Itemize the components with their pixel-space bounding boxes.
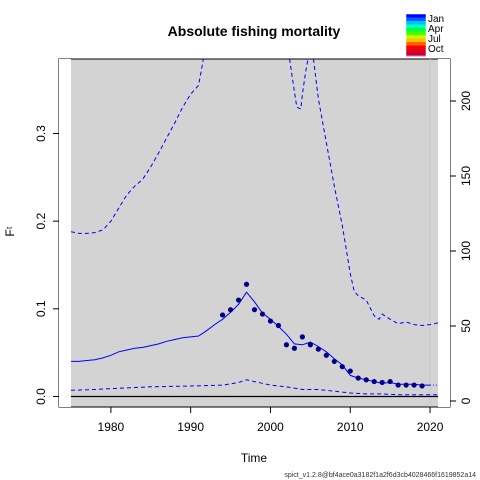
- observation-point: [379, 379, 385, 386]
- y-tick-label-group: 0.0: [34, 388, 48, 405]
- x-tick-label: 2020: [417, 420, 444, 434]
- x-axis-label: Time: [241, 451, 268, 465]
- x-tick-label: 1990: [177, 420, 204, 434]
- month-legend: Jan Apr Jul Oct: [405, 13, 444, 57]
- footer-version-text: spict_v1.2.8@bf4ace0a3182f1a2f6d3cb40284…: [284, 472, 476, 479]
- right-tick-label-group: 50: [459, 319, 473, 333]
- legend-entry-oct: Oct: [428, 44, 444, 55]
- observation-point: [339, 364, 345, 370]
- observation-point: [251, 307, 258, 313]
- observation-point: [275, 322, 282, 329]
- right-tick-label: 0: [459, 397, 473, 404]
- legend-color-swatch: [406, 45, 426, 50]
- legend-entry-apr: Apr: [428, 24, 444, 35]
- right-tick-label-group: 100: [459, 241, 473, 261]
- lower-ci-line: [70, 379, 438, 396]
- upper-ci-line: [313, 58, 439, 327]
- plot-left-margin: [59, 59, 71, 407]
- month-color-bar: [405, 13, 427, 57]
- estimate-line: [71, 291, 431, 386]
- plot-right-margin: [438, 59, 450, 407]
- observation-point: [355, 375, 361, 381]
- observation-point: [283, 342, 290, 348]
- right-tick-label: 200: [459, 91, 473, 111]
- right-tick-label-group: 150: [459, 166, 473, 186]
- legend-color-swatch: [406, 52, 426, 57]
- plot-area: [58, 58, 451, 408]
- observation-point: [371, 378, 377, 385]
- y-tick-label: 0.3: [34, 125, 48, 142]
- x-tick-label: 2010: [337, 420, 364, 434]
- y-tick-label: 0.0: [34, 388, 48, 405]
- legend-bar-border: [405, 13, 427, 57]
- observation-point: [227, 307, 234, 313]
- right-tick-label-group: 200: [459, 91, 473, 111]
- upper-ci-line: [289, 58, 309, 110]
- right-tick-label: 50: [459, 319, 473, 333]
- observation-point: [315, 346, 321, 352]
- observation-point: [307, 342, 313, 348]
- series-layer: [70, 58, 439, 398]
- y-axis-label: F: [3, 229, 17, 236]
- observation-point: [411, 382, 417, 388]
- observation-point: [363, 377, 369, 383]
- upper-ci-line: [70, 58, 204, 234]
- right-tick-label: 150: [459, 166, 473, 186]
- y-tick-label-group: 0.1: [34, 300, 48, 317]
- chart-title: Absolute fishing mortality: [168, 23, 341, 39]
- x-tick-label: 2000: [257, 420, 284, 434]
- legend-color-swatch: [406, 21, 426, 25]
- y-axis-label-group: F: [3, 229, 17, 236]
- legend-color-swatch: [406, 14, 426, 18]
- observation-point: [331, 358, 337, 365]
- y-tick-label: 0.2: [34, 213, 48, 230]
- y-tick-label: 0.1: [34, 300, 48, 317]
- observation-point: [299, 334, 305, 340]
- y-tick-label-group: 0.3: [34, 125, 48, 142]
- legend-color-swatch: [406, 31, 426, 36]
- observation-point: [243, 281, 250, 287]
- observation-point: [219, 312, 226, 318]
- legend-entry-jul: Jul: [428, 34, 441, 45]
- observation-point: [347, 368, 353, 374]
- legend-color-swatch: [406, 38, 426, 43]
- y-axis-label-subscript: t: [5, 226, 14, 229]
- x-tick-label: 1980: [98, 420, 125, 434]
- observation-point: [387, 378, 393, 385]
- y-tick-label-group: 0.2: [34, 213, 48, 230]
- legend-color-swatch: [406, 42, 426, 46]
- observation-point: [267, 318, 274, 324]
- legend-color-swatch: [406, 24, 426, 29]
- axis-layer: 1980 1990 2000 2010 2020 0.0 0.1 0.2 0.3 0 50 100 15…: [34, 91, 473, 434]
- observation-point: [395, 382, 401, 388]
- observation-point: [291, 345, 297, 351]
- legend-color-swatch: [406, 28, 426, 32]
- legend-entry-jan: Jan: [428, 14, 444, 25]
- legend-color-swatch: [406, 17, 426, 22]
- y-axis-subscript-group: t: [5, 226, 14, 229]
- observation-point: [235, 297, 242, 303]
- observation-point: [323, 352, 329, 358]
- right-tick-label-group: 0: [459, 397, 473, 404]
- observation-point: [419, 383, 425, 389]
- observation-point: [403, 382, 409, 388]
- legend-color-swatch: [406, 35, 426, 39]
- legend-color-swatch: [406, 49, 426, 53]
- right-tick-label: 100: [459, 241, 473, 261]
- observation-point: [259, 311, 266, 317]
